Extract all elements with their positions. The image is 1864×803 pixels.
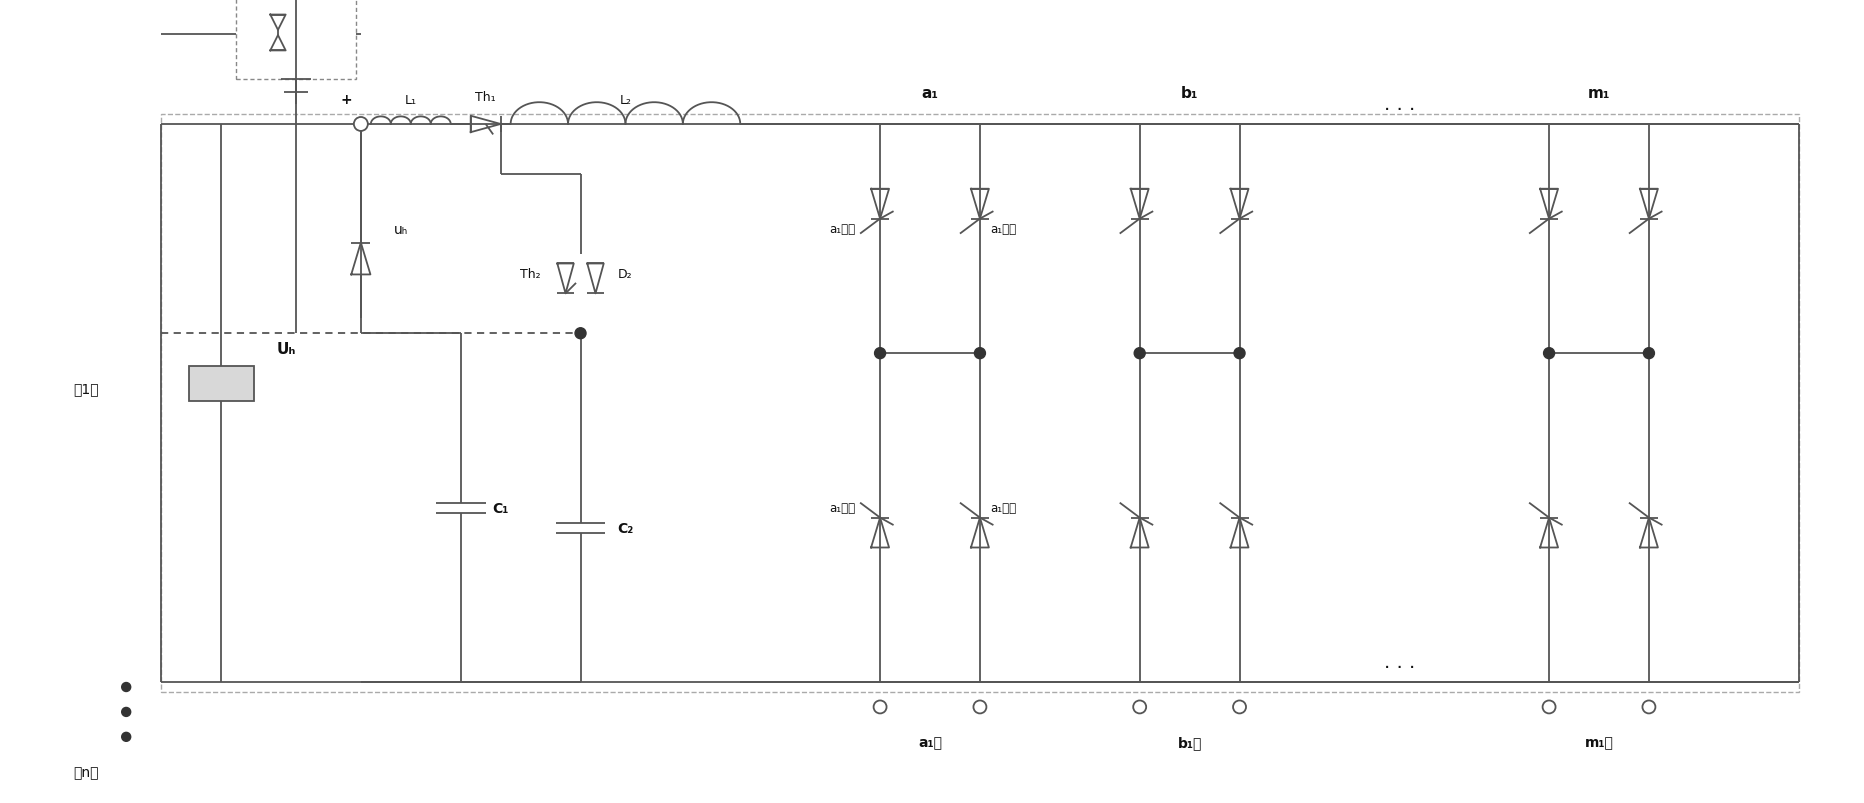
Text: 第n级: 第n级 [73, 764, 99, 779]
Text: a₁右下: a₁右下 [990, 502, 1016, 515]
Circle shape [874, 349, 885, 359]
Circle shape [1234, 349, 1245, 359]
Text: uₕ: uₕ [393, 222, 408, 236]
Circle shape [975, 349, 986, 359]
Circle shape [874, 700, 887, 714]
Text: L₂: L₂ [619, 93, 632, 107]
Text: a₁左下: a₁左下 [829, 502, 856, 515]
Text: a₁: a₁ [921, 85, 938, 100]
Circle shape [973, 700, 986, 714]
Text: m₁: m₁ [1588, 85, 1610, 100]
Text: +: + [339, 93, 352, 107]
Text: Uₕ: Uₕ [276, 341, 296, 357]
Circle shape [574, 328, 585, 340]
Circle shape [121, 707, 130, 716]
Text: D₂: D₂ [619, 267, 632, 280]
Text: b₁相: b₁相 [1178, 735, 1202, 749]
Text: m₁相: m₁相 [1584, 735, 1614, 749]
Circle shape [1133, 700, 1146, 714]
Text: · · ·: · · · [1383, 100, 1415, 120]
Text: L₁: L₁ [404, 93, 418, 107]
Text: · · ·: · · · [1383, 658, 1415, 677]
Circle shape [1644, 349, 1655, 359]
Text: C₂: C₂ [617, 521, 634, 535]
Circle shape [1642, 700, 1655, 714]
Text: a₁右上: a₁右上 [990, 222, 1016, 236]
Circle shape [354, 118, 367, 132]
Text: b₁: b₁ [1182, 85, 1199, 100]
Text: a₁相: a₁相 [917, 735, 941, 749]
Circle shape [1543, 700, 1556, 714]
Bar [188, 366, 254, 401]
Text: 第1级: 第1级 [73, 381, 99, 396]
Circle shape [1133, 349, 1144, 359]
Circle shape [1543, 349, 1555, 359]
Text: Th₁: Th₁ [475, 91, 496, 104]
Text: a₁左上: a₁左上 [829, 222, 856, 236]
Text: C₁: C₁ [492, 501, 509, 515]
Circle shape [1234, 700, 1245, 714]
Circle shape [121, 683, 130, 691]
Circle shape [121, 732, 130, 741]
Text: Th₂: Th₂ [520, 267, 541, 280]
